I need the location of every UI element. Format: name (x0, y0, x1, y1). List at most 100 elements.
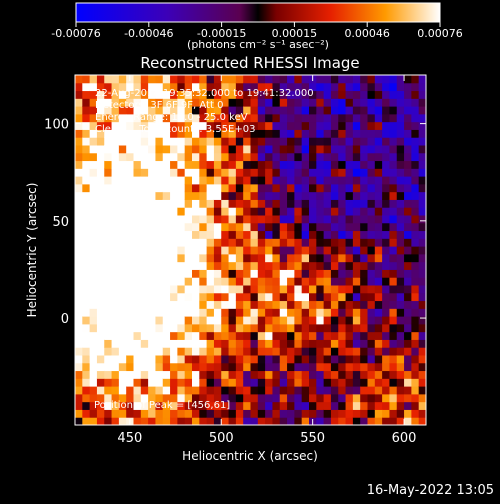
heatmap-cell (118, 355, 127, 364)
heatmap-cell (367, 292, 376, 302)
heatmap-cell (162, 401, 171, 410)
heatmap-cell (133, 129, 142, 138)
heatmap-cell (192, 401, 200, 410)
heatmap-cell (382, 253, 390, 263)
heatmap-cell (221, 230, 230, 239)
heatmap-cell (192, 269, 200, 278)
heatmap-cell (309, 176, 317, 185)
heatmap-cell (374, 316, 383, 325)
heatmap-cell (75, 316, 83, 325)
heatmap-cell (126, 168, 134, 177)
heatmap-cell (133, 362, 142, 372)
heatmap-cell (184, 199, 193, 208)
heatmap-cell (213, 277, 222, 286)
heatmap-cell (389, 347, 398, 356)
heatmap-cell (250, 98, 259, 107)
heatmap-cell (367, 191, 376, 200)
heatmap-cell (250, 409, 259, 418)
heatmap-cell (235, 75, 244, 84)
heatmap-cell (235, 106, 244, 115)
heatmap-cell (389, 222, 398, 232)
heatmap-cell (272, 331, 281, 340)
heatmap-cell (345, 417, 354, 425)
heatmap-cell (235, 82, 244, 92)
heatmap-cell (250, 331, 259, 340)
heatmap-cell (316, 75, 325, 84)
heatmap-cell (396, 292, 405, 302)
heatmap-cell (184, 331, 193, 340)
heatmap-cell (396, 355, 405, 364)
heatmap-cell (382, 215, 390, 224)
heatmap-cell (301, 409, 310, 418)
heatmap-cell (250, 137, 259, 146)
heatmap-cell (367, 347, 376, 356)
heatmap-cell (199, 347, 208, 356)
heatmap-cell (396, 113, 405, 123)
heatmap-cell (301, 285, 310, 294)
heatmap-cell (323, 82, 332, 92)
heatmap-cell (330, 285, 339, 294)
heatmap-cell (301, 261, 310, 270)
heatmap-cell (192, 90, 200, 99)
heatmap-cell (235, 261, 244, 270)
heatmap-cell (338, 339, 347, 348)
heatmap-cell (75, 292, 83, 302)
heatmap-cell (206, 285, 215, 294)
heatmap-cell (301, 98, 310, 107)
heatmap-cell (250, 183, 259, 193)
heatmap-cell (309, 300, 317, 309)
heatmap-cell (89, 145, 98, 154)
heatmap-cell (418, 152, 426, 162)
heatmap-cell (177, 121, 186, 130)
heatmap-cell (111, 300, 120, 309)
heatmap-cell (170, 339, 178, 348)
heatmap-cell (418, 183, 426, 193)
heatmap-cell (287, 253, 295, 263)
heatmap-cell (287, 339, 295, 348)
heatmap-cell (243, 316, 251, 325)
heatmap-cell (396, 145, 405, 154)
heatmap-cell (221, 261, 230, 270)
heatmap-cell (177, 331, 186, 340)
heatmap-cell (96, 355, 105, 364)
heatmap-cell (96, 292, 105, 302)
heatmap-cell (396, 168, 405, 177)
heatmap-cell (199, 401, 208, 410)
heatmap-cell (330, 98, 339, 107)
x-tick-label: 600 (392, 431, 417, 446)
heatmap-cell (316, 370, 325, 379)
heatmap-cell (104, 230, 113, 239)
heatmap-cell (418, 355, 426, 364)
heatmap-cell (323, 339, 332, 348)
heatmap-cell (148, 160, 156, 169)
heatmap-cell (404, 253, 412, 263)
heatmap-cell (279, 331, 288, 340)
heatmap-cell (82, 207, 91, 216)
heatmap-cell (96, 183, 105, 193)
heatmap-cell (272, 347, 281, 356)
heatmap-cell (155, 316, 164, 325)
heatmap-cell (111, 339, 120, 348)
heatmap-cell (133, 386, 142, 395)
heatmap-cell (352, 253, 361, 263)
heatmap-cell (323, 145, 332, 154)
heatmap-cell (367, 277, 376, 286)
heatmap-cell (418, 160, 426, 169)
heatmap-cell (265, 308, 273, 317)
heatmap-cell (89, 378, 98, 387)
heatmap-cell (374, 253, 383, 263)
heatmap-cell (162, 160, 171, 169)
heatmap-cell (243, 409, 251, 418)
heatmap-cell (96, 191, 105, 200)
heatmap-cell (418, 269, 426, 278)
heatmap-cell (192, 347, 200, 356)
heatmap-cell (184, 160, 193, 169)
heatmap-cell (418, 90, 426, 99)
heatmap-cell (309, 378, 317, 387)
heatmap-cell (199, 113, 208, 123)
heatmap-cell (235, 176, 244, 185)
heatmap-cell (374, 90, 383, 99)
heatmap-cell (345, 378, 354, 387)
heatmap-cell (118, 82, 127, 92)
heatmap-cell (221, 215, 230, 224)
